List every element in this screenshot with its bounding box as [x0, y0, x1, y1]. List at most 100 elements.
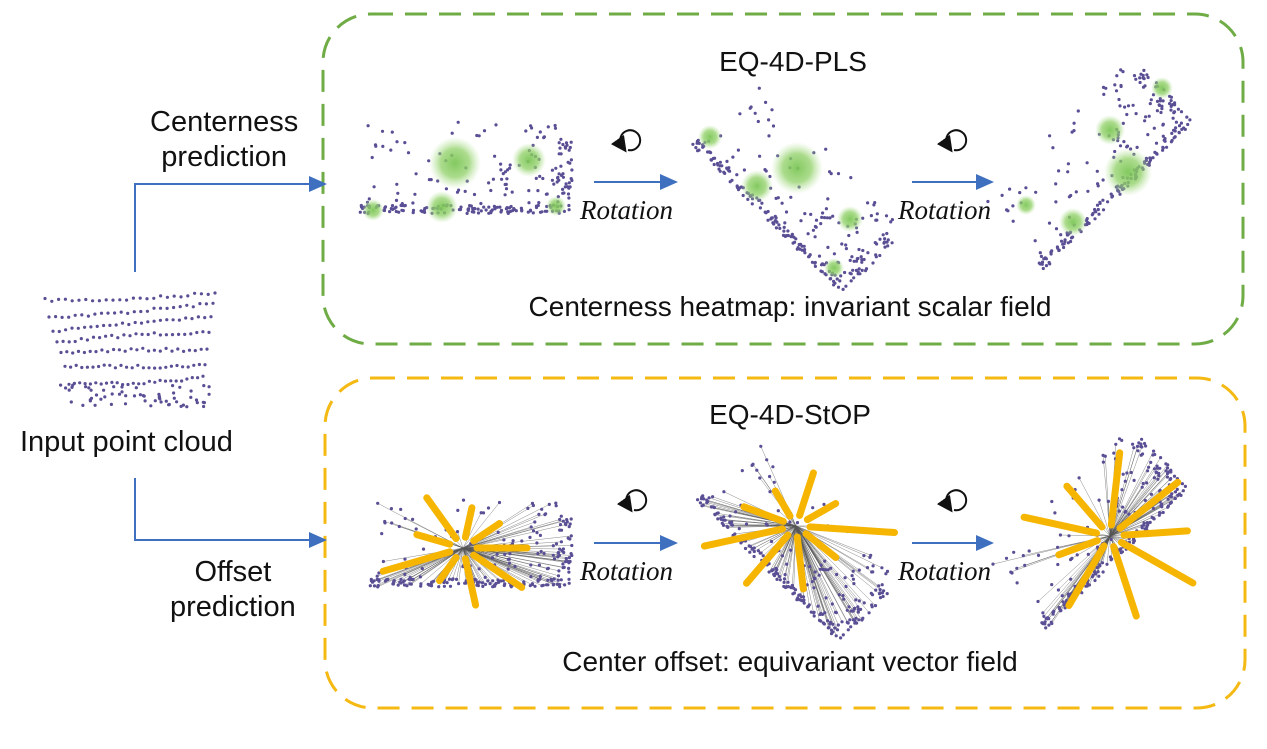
- cloud-point: [89, 350, 92, 353]
- cloud-point: [527, 189, 530, 192]
- cloud-point: [94, 350, 97, 353]
- cloud-point: [570, 544, 573, 547]
- cloud-point: [207, 331, 210, 334]
- cloud-point: [570, 141, 573, 144]
- cloud-point: [430, 581, 433, 584]
- offset-label-line2: prediction: [170, 590, 296, 625]
- cloud-point: [785, 210, 788, 213]
- cloud-point: [871, 605, 874, 608]
- rotate-icon: [626, 490, 646, 510]
- cloud-point: [1175, 121, 1178, 124]
- cloud-point: [541, 177, 544, 180]
- cloud-point: [480, 511, 483, 514]
- offset-arrow: [800, 473, 814, 516]
- cloud-point: [810, 611, 813, 614]
- cloud-point: [43, 297, 46, 300]
- cloud-point: [551, 179, 554, 182]
- cloud-point: [412, 209, 415, 212]
- rotation-label-2-bottom: Rotation: [898, 555, 991, 587]
- cloud-point: [555, 542, 558, 545]
- cloud-point: [870, 570, 873, 573]
- cloud-point: [803, 602, 806, 605]
- cloud-point: [538, 175, 541, 178]
- cloud-point: [504, 170, 507, 173]
- cloud-point: [405, 584, 408, 587]
- cloud-point: [68, 340, 71, 343]
- cloud-point: [796, 521, 799, 524]
- cloud-point: [383, 520, 386, 523]
- cloud-point: [852, 276, 855, 279]
- cloud-point: [540, 584, 543, 587]
- cloud-point: [145, 297, 148, 300]
- cloud-point: [728, 170, 731, 173]
- cloud-point: [178, 386, 181, 389]
- cloud-point: [493, 583, 496, 586]
- cloud-point: [764, 101, 767, 104]
- cloud-point: [491, 579, 494, 582]
- cloud-point: [159, 350, 162, 353]
- cloud-point: [497, 531, 500, 534]
- cloud-point: [200, 292, 203, 295]
- cloud-point: [497, 580, 500, 583]
- cloud-point: [172, 318, 175, 321]
- cloud-point: [559, 138, 562, 141]
- cloud-point: [1050, 583, 1053, 586]
- cloud-point: [567, 196, 570, 199]
- cloud-point: [565, 518, 568, 521]
- cloud-point: [502, 538, 505, 541]
- cloud-point: [1119, 68, 1122, 71]
- cloud-point: [840, 620, 843, 623]
- cloud-point: [185, 304, 188, 307]
- cloud-point: [451, 132, 454, 135]
- offset-arrow: [1067, 486, 1102, 527]
- cloud-point: [731, 156, 734, 159]
- cloud-point: [562, 566, 565, 569]
- cloud-point: [172, 306, 175, 309]
- cloud-point: [796, 248, 799, 251]
- cloud-point: [180, 379, 183, 382]
- cloud-point: [838, 593, 841, 596]
- cloud-point: [846, 609, 849, 612]
- cloud-point: [1132, 538, 1135, 541]
- cloud-point: [140, 322, 143, 325]
- cloud-point: [504, 193, 507, 196]
- cloud-point: [203, 363, 206, 366]
- cloud-point: [1061, 594, 1064, 597]
- cloud-point: [407, 151, 410, 154]
- cloud-point: [781, 554, 784, 557]
- cloud-point: [539, 130, 542, 133]
- cloud-point: [1136, 445, 1139, 448]
- cloud-point: [1067, 162, 1070, 165]
- cloud-point: [1170, 132, 1173, 135]
- cloud-point: [570, 158, 573, 161]
- cloud-point: [1178, 124, 1181, 127]
- cloud-point: [1042, 615, 1045, 618]
- cloud-point: [774, 215, 777, 218]
- cloud-point: [1043, 620, 1046, 623]
- cloud-point: [1097, 184, 1100, 187]
- centerness-flow-arrow: [135, 184, 325, 272]
- cloud-point: [1182, 489, 1185, 492]
- cloud-point: [390, 521, 393, 524]
- cloud-point: [393, 579, 396, 582]
- heat-blob: [362, 199, 384, 221]
- cloud-point: [1155, 142, 1158, 145]
- cloud-point: [872, 564, 875, 567]
- cloud-point: [160, 400, 163, 403]
- cloud-point: [1170, 495, 1173, 498]
- cloud-point: [784, 573, 787, 576]
- cloud-point: [542, 136, 545, 139]
- cloud-point: [396, 192, 399, 195]
- cloud-point: [84, 382, 87, 385]
- cloud-point: [1048, 134, 1051, 137]
- cloud-point: [1155, 152, 1158, 155]
- cloud-point: [1188, 118, 1191, 121]
- cloud-point: [750, 105, 753, 108]
- cloud-point: [520, 208, 523, 211]
- centerness-label: Centerness prediction: [150, 105, 298, 175]
- pls-title: EQ-4D-PLS: [683, 45, 903, 79]
- cloud-point: [885, 232, 888, 235]
- cloud-point: [847, 234, 850, 237]
- cloud-point: [733, 532, 736, 535]
- cloud-point: [67, 383, 70, 386]
